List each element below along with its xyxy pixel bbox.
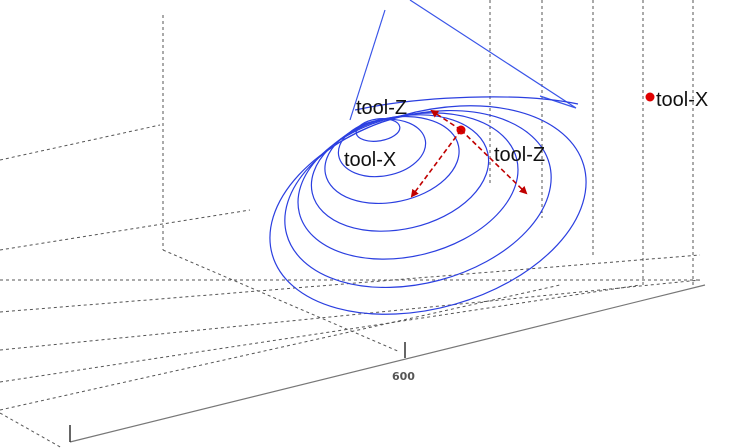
tool-z-arrow-upper <box>430 109 462 131</box>
tool-x-label-center: tool-X <box>344 149 396 171</box>
x-axis: 600 <box>69 284 706 443</box>
spiral-toolpath <box>269 96 587 315</box>
grid-floor-lines <box>0 124 701 448</box>
tool-x-arrow <box>410 129 462 198</box>
tool-z-label-right: tool-Z <box>494 144 545 166</box>
grid-vertical-lines <box>162 0 694 285</box>
tool-z-label-upper: tool-Z <box>356 97 407 119</box>
axis-tick-label-600: 600 <box>392 370 415 383</box>
tool-x-legend-label: tool-X <box>656 89 708 111</box>
legend-marker-dot <box>645 92 655 102</box>
tool-z-arrow-right <box>460 129 528 195</box>
tool-frame <box>410 109 528 198</box>
